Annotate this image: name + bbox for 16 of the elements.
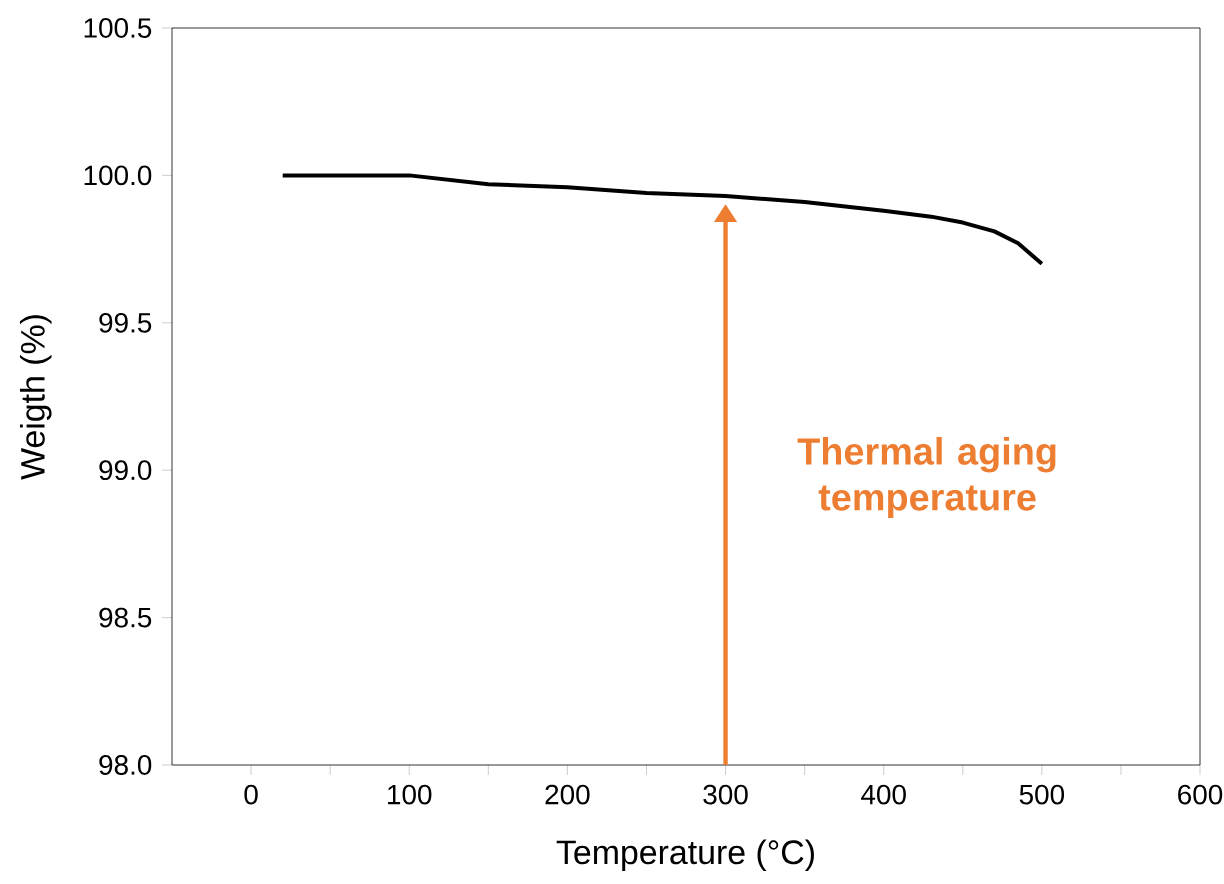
x-tick-label: 500 [1019,784,1065,805]
y-tick-label: 100.0 [84,165,152,186]
x-tick-label: 600 [1178,784,1223,805]
x-tick-label: 0 [244,784,258,805]
y-axis-title: Weigth (%) [19,315,52,480]
x-tick-label: 400 [861,784,906,805]
ref-line-label: Thermal aging temperature [797,437,1056,519]
x-tick-label: 300 [703,784,748,805]
y-tick-label: 99.0 [99,460,152,481]
x-tick-label: 200 [545,784,590,805]
x-tick-label: 100 [388,784,432,805]
y-tick-label: 99.5 [99,312,152,333]
y-tick-label: 98.0 [99,755,152,775]
y-tick-label: 98.5 [99,607,152,628]
x-axis-title: Temperature (°C) [556,839,814,871]
y-tick-label: 100.5 [84,18,152,38]
